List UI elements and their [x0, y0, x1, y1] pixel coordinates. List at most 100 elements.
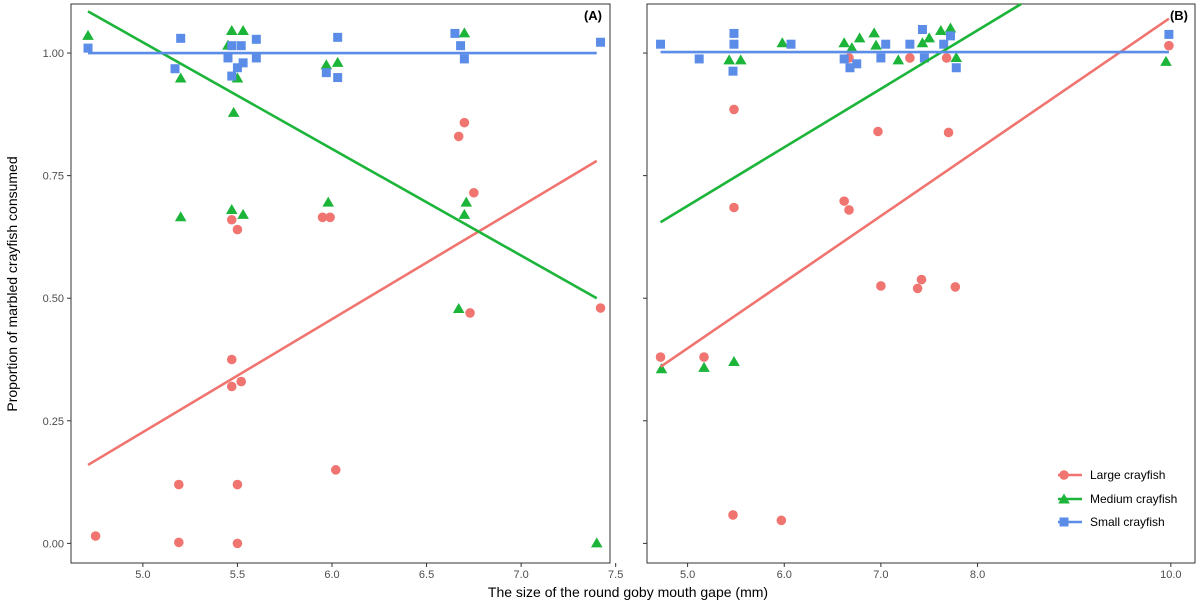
- panel-a-point-small: [321, 68, 331, 78]
- panel-a-point-large: [469, 187, 479, 198]
- panel-a: 5.0 5.5 6.0 6.5 7.0 7.5 0.00 0.25 0.50 0.75 1.00 (…: [43, 3, 623, 581]
- panel-a-point-small: [596, 37, 606, 47]
- panel-b-point-medium: [944, 22, 957, 33]
- panel-b-fit-line-medium: [659, 2, 1022, 224]
- panel-a-point-large: [459, 117, 470, 128]
- panel-b-point-medium: [846, 42, 858, 53]
- panel-a-point-large: [232, 538, 243, 549]
- panel-b-x-tick-label: 8.0: [970, 569, 985, 581]
- panel-b-point-large: [950, 282, 961, 292]
- panel-b-point-small: [881, 39, 891, 49]
- panel-b-point-small: [729, 39, 739, 49]
- panel-a-point-medium: [320, 59, 333, 70]
- panel-a-point-small: [238, 58, 248, 68]
- panel-a-point-small: [333, 32, 343, 42]
- panel-a-point-small: [232, 63, 242, 73]
- panel-a-point-large: [595, 303, 606, 313]
- legend-marker-large: [1059, 470, 1069, 480]
- panel-b-point-medium: [950, 51, 963, 62]
- legend-marker-medium: [1058, 493, 1070, 504]
- panel-a-marks: 5.0 5.5 6.0 6.5 7.0 7.5 0.00 0.25 0.50 0.75 1.00: [43, 10, 623, 581]
- panel-a-x-tick-label: 7.5: [608, 569, 623, 581]
- panel-a-point-small: [176, 33, 186, 43]
- panel-b-point-medium: [923, 32, 936, 43]
- panel-a-point-small: [450, 28, 460, 38]
- panel-a-point-medium: [452, 302, 465, 313]
- legend-entry-large: Large crayfish: [1058, 468, 1165, 482]
- panel-b-point-medium: [935, 24, 947, 35]
- panel-b-point-small: [729, 28, 739, 38]
- panel-a-point-large: [226, 214, 237, 225]
- panel-a-point-medium: [174, 72, 187, 83]
- panel-a-point-large: [317, 212, 328, 223]
- panel-a-point-small: [236, 41, 246, 51]
- panel-a-point-large: [330, 465, 341, 475]
- panel-a-x-tick-label: 5.0: [135, 569, 150, 581]
- panel-a-point-medium: [225, 203, 238, 214]
- legend-label-large: Large crayfish: [1090, 468, 1165, 482]
- panel-a-point-large: [465, 308, 475, 318]
- panel-b-point-large: [729, 104, 739, 115]
- panel-a-point-small: [227, 41, 237, 51]
- panel-a-x-tick-label: 7.0: [513, 569, 528, 581]
- panel-b-point-medium: [838, 37, 850, 48]
- panel-b-point-small: [945, 31, 955, 41]
- panel-a-point-medium: [82, 29, 94, 40]
- panel-b-point-large: [916, 274, 927, 285]
- panel-b-point-medium: [723, 54, 735, 65]
- panel-a-fit-line-medium: [87, 10, 598, 300]
- panel-a-point-medium: [174, 211, 187, 222]
- panel-a-label: (A): [584, 8, 602, 23]
- panel-b-x-tick-label: 7.0: [873, 569, 888, 581]
- legend-label-small: Small crayfish: [1090, 515, 1165, 529]
- panel-b-point-large: [943, 127, 954, 138]
- panel-b-point-small: [1164, 29, 1174, 39]
- panel-a-point-large: [453, 131, 464, 142]
- panel-a-point-medium: [590, 537, 603, 548]
- panel-a-point-medium: [458, 208, 471, 219]
- legend-entry-small: Small crayfish: [1058, 515, 1165, 529]
- panel-a-point-medium: [237, 24, 249, 35]
- panel-b-point-small: [951, 63, 961, 73]
- panel-a-point-large: [226, 381, 237, 392]
- panel-b-point-medium: [728, 355, 740, 366]
- panel-a-x-tick-label: 6.0: [324, 569, 339, 581]
- panel-a-y-tick-label: 0.25: [43, 416, 64, 428]
- panel-a-x-tick-label: 6.5: [419, 569, 434, 581]
- panel-a-y-tick-label: 0.50: [43, 293, 64, 305]
- panel-a-point-small: [456, 41, 466, 51]
- legend-marker-small: [1059, 517, 1069, 527]
- panel-b-x-tick-label: 6.0: [777, 569, 792, 581]
- panel-a-y-tick-label: 0.75: [43, 171, 64, 183]
- panel-a-point-medium: [225, 24, 238, 35]
- panel-b-label: (B): [1170, 8, 1188, 23]
- panel-b-point-small: [656, 39, 666, 49]
- panel-a-point-medium: [237, 208, 249, 219]
- panel-a-y-tick-label: 1.00: [43, 48, 64, 60]
- panel-b-marks: 5.0 6.0 7.0 8.0 10.0: [643, 2, 1182, 581]
- panel-b-point-small: [919, 53, 929, 63]
- panel-b-point-medium: [734, 54, 747, 65]
- panel-b-fit-line-large: [659, 17, 1170, 368]
- panel-b-point-medium: [892, 54, 905, 65]
- panel-b-point-medium: [916, 37, 929, 48]
- panel-b-x-tick-label: 10.0: [1160, 569, 1181, 581]
- panel-a-point-medium: [460, 196, 473, 207]
- panel-b-point-small: [839, 54, 849, 64]
- panel-a-frame: [70, 3, 611, 564]
- panel-a-point-large: [325, 212, 335, 223]
- panel-b-x-tick-label: 5.0: [680, 569, 695, 581]
- panel-a-point-small: [170, 64, 180, 74]
- panel-a-point-small: [251, 53, 261, 63]
- panel-b-point-large: [655, 352, 666, 362]
- panel-b-point-large: [699, 352, 709, 362]
- panel-b-point-small: [845, 63, 855, 73]
- panel-b-point-small: [728, 66, 738, 76]
- panel-a-point-medium: [227, 106, 240, 117]
- panel-a-point-large: [232, 479, 243, 490]
- panel-a-point-small: [227, 71, 237, 81]
- panel-a-point-medium: [458, 27, 471, 38]
- panel-b-point-medium: [1160, 55, 1172, 66]
- panel-a-point-small: [251, 34, 261, 44]
- panel-b-point-small: [852, 59, 862, 69]
